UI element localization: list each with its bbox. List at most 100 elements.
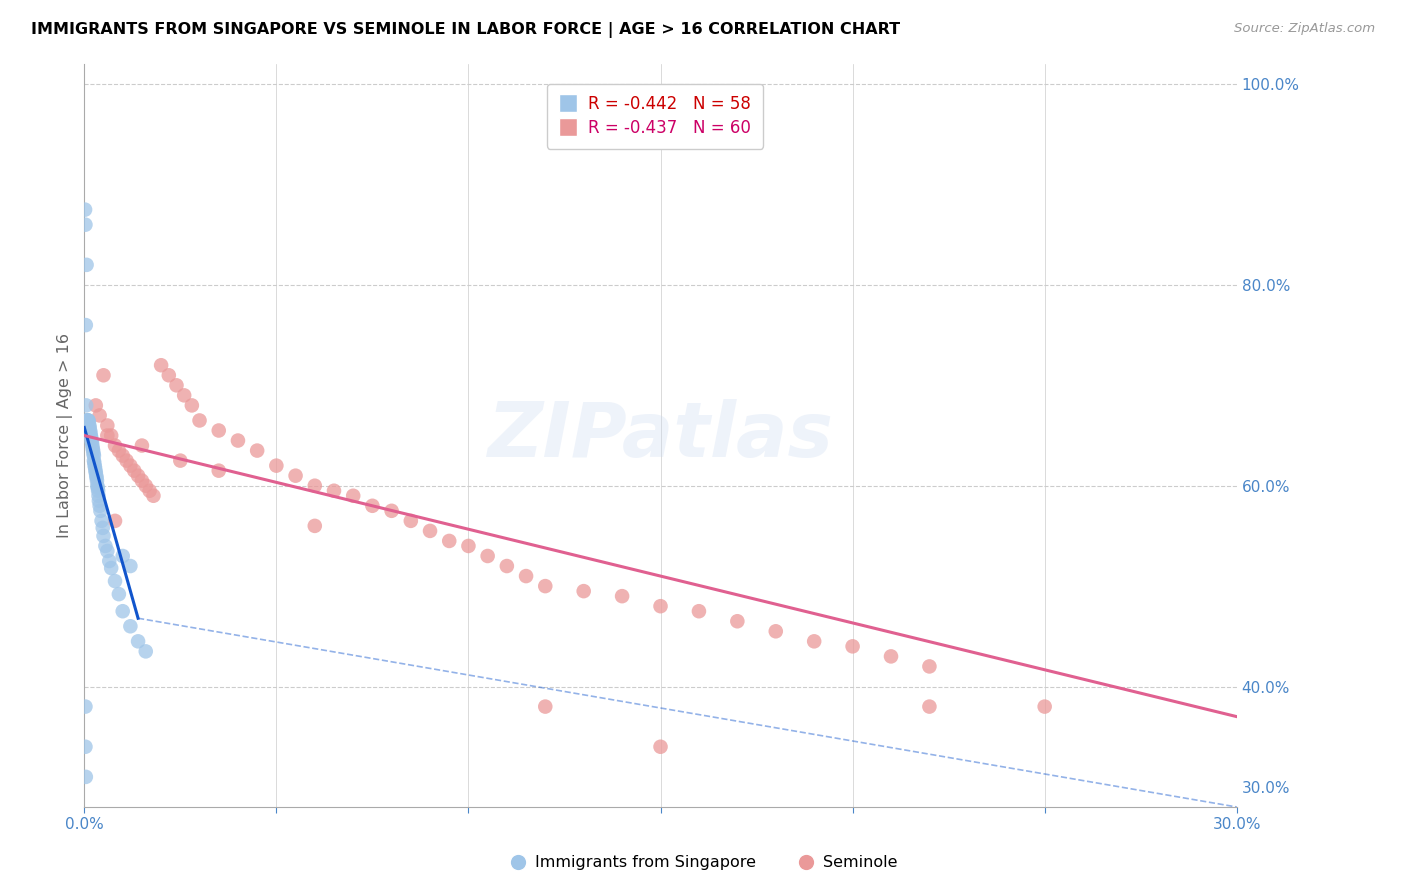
Point — [188, 413, 211, 427]
Point — [173, 388, 195, 402]
Point — [98, 554, 121, 568]
Point — [83, 453, 105, 467]
Point — [284, 468, 307, 483]
Point — [111, 604, 134, 618]
Point — [94, 539, 117, 553]
Point — [266, 458, 288, 473]
Point — [135, 644, 157, 658]
Point — [84, 468, 107, 483]
Point — [108, 587, 131, 601]
Point — [93, 368, 115, 383]
Point — [87, 483, 110, 498]
Point — [111, 549, 134, 563]
Point — [86, 479, 108, 493]
Legend: R = -0.442   N = 58, R = -0.437   N = 60: R = -0.442 N = 58, R = -0.437 N = 60 — [547, 84, 763, 149]
Point — [79, 418, 101, 433]
Text: Source: ZipAtlas.com: Source: ZipAtlas.com — [1234, 22, 1375, 36]
Point — [342, 489, 364, 503]
Point — [86, 471, 108, 485]
Point — [96, 428, 118, 442]
Point — [77, 413, 100, 427]
Point — [127, 634, 149, 648]
Point — [75, 699, 97, 714]
Point — [76, 413, 98, 427]
Point — [111, 449, 134, 463]
Point — [150, 358, 173, 372]
Point — [419, 524, 441, 538]
Point — [457, 539, 479, 553]
Point — [100, 561, 122, 575]
Point — [80, 434, 103, 448]
Point — [87, 489, 110, 503]
Point — [108, 443, 131, 458]
Point — [803, 634, 825, 648]
Point — [76, 413, 98, 427]
Point — [157, 368, 180, 383]
Point — [166, 378, 188, 392]
Point — [80, 431, 103, 445]
Point — [75, 218, 97, 232]
Point — [82, 443, 104, 458]
Point — [82, 439, 104, 453]
Point — [131, 474, 153, 488]
Text: ZIPatlas: ZIPatlas — [488, 399, 834, 473]
Point — [477, 549, 499, 563]
Point — [610, 589, 633, 603]
Point — [246, 443, 269, 458]
Point — [96, 418, 118, 433]
Text: IMMIGRANTS FROM SINGAPORE VS SEMINOLE IN LABOR FORCE | AGE > 16 CORRELATION CHAR: IMMIGRANTS FROM SINGAPORE VS SEMINOLE IN… — [31, 22, 900, 38]
Point — [115, 453, 138, 467]
Point — [650, 599, 672, 614]
Point — [80, 435, 103, 450]
Point — [87, 481, 110, 495]
Point — [880, 649, 903, 664]
Point — [76, 413, 98, 427]
Point — [208, 464, 231, 478]
Point — [138, 483, 160, 498]
Point — [439, 533, 461, 548]
Point — [75, 770, 97, 784]
Point — [361, 499, 384, 513]
Point — [688, 604, 710, 618]
Point — [572, 584, 595, 599]
Point — [725, 614, 748, 628]
Point — [79, 424, 101, 438]
Point — [918, 699, 941, 714]
Point — [180, 398, 202, 412]
Point — [83, 456, 105, 470]
Point — [93, 529, 115, 543]
Point — [73, 202, 96, 217]
Point — [534, 699, 557, 714]
Point — [208, 424, 231, 438]
Point — [399, 514, 422, 528]
Point — [75, 318, 97, 332]
Point — [76, 258, 98, 272]
Point — [120, 559, 142, 574]
Point — [142, 489, 165, 503]
Point — [83, 447, 105, 461]
Point — [135, 479, 157, 493]
Point — [84, 398, 107, 412]
Point — [89, 504, 111, 518]
Point — [75, 398, 97, 412]
Point — [86, 474, 108, 488]
Point — [918, 659, 941, 673]
Point — [77, 416, 100, 430]
Point — [127, 468, 149, 483]
Point — [79, 420, 101, 434]
Point — [1033, 699, 1056, 714]
Point — [381, 504, 404, 518]
Point — [79, 425, 101, 440]
Point — [84, 460, 107, 475]
Point — [96, 544, 118, 558]
Point — [75, 739, 97, 754]
Point — [120, 458, 142, 473]
Point — [304, 519, 326, 533]
Point — [122, 464, 145, 478]
Point — [84, 466, 107, 480]
Point — [495, 559, 517, 574]
Point — [226, 434, 249, 448]
Point — [841, 640, 863, 654]
Legend: Immigrants from Singapore, Seminole: Immigrants from Singapore, Seminole — [502, 849, 904, 877]
Point — [87, 493, 110, 508]
